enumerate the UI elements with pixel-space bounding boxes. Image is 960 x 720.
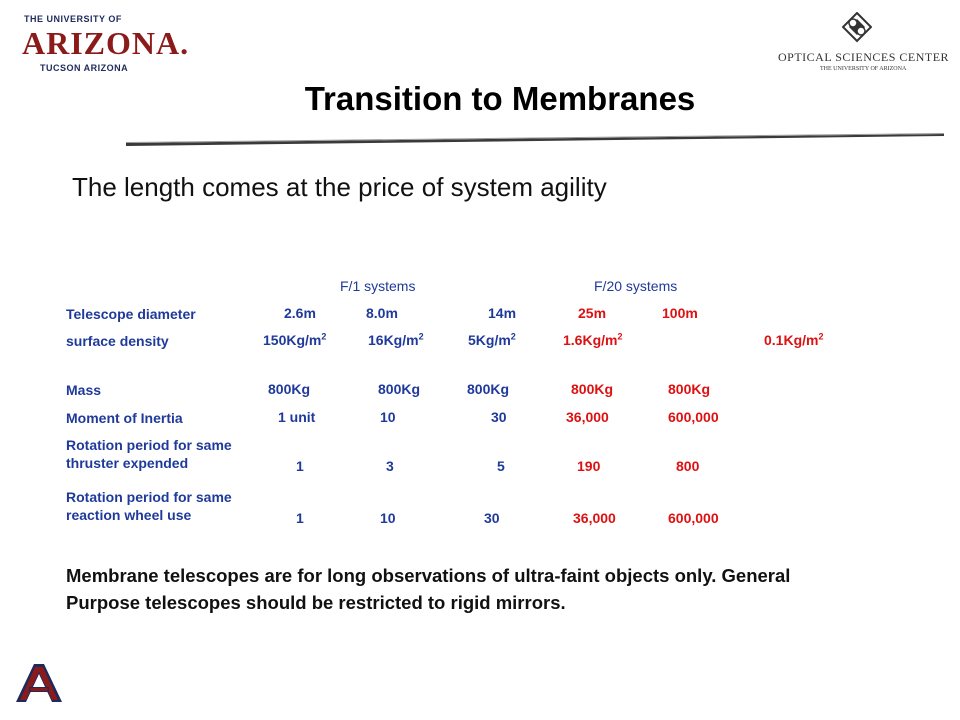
header-f1-systems: F/1 systems [340, 278, 416, 294]
cell-inertia-2: 10 [380, 409, 396, 425]
ua-logo-line3: Tucson Arizona [40, 63, 129, 73]
ua-logo: The University of Arizona. Tucson Arizon… [22, 14, 188, 76]
cell-inertia-5: 600,000 [668, 409, 719, 425]
cell-density-4: 1.6Kg/m2 [563, 331, 623, 348]
row-label-moment-of-inertia: Moment of Inertia [66, 410, 183, 426]
cell-density-1: 150Kg/m2 [263, 331, 327, 348]
cell-wheel-4: 36,000 [573, 510, 616, 526]
optical-sciences-emblem-icon [842, 12, 872, 43]
cell-inertia-4: 36,000 [566, 409, 609, 425]
cell-diameter-4: 25m [578, 305, 607, 321]
cell-wheel-2: 10 [380, 510, 396, 526]
row-label-rotation-thruster: Rotation period for same thruster expend… [66, 437, 232, 471]
arizona-a-logo-icon [16, 664, 62, 702]
row-label-surface-density: surface density [66, 333, 169, 349]
cell-inertia-3: 30 [491, 409, 507, 425]
cell-thruster-2: 3 [386, 458, 394, 474]
cell-inertia-1: 1 unit [278, 409, 316, 425]
cell-diameter-5: 100m [662, 305, 698, 321]
cell-thruster-4: 190 [577, 458, 601, 474]
cell-thruster-5: 800 [676, 458, 700, 474]
cell-mass-5: 800Kg [668, 381, 711, 397]
cell-mass-3: 800Kg [467, 381, 510, 397]
cell-diameter-3: 14m [488, 305, 517, 321]
title-divider [126, 133, 944, 146]
cell-thruster-3: 5 [497, 458, 505, 474]
conclusion-text: Membrane telescopes are for long observa… [66, 565, 791, 613]
row-label-rotation-wheel: Rotation period for same reaction wheel … [66, 489, 232, 523]
slide-title: Transition to Membranes [304, 80, 696, 117]
cell-wheel-3: 30 [484, 510, 500, 526]
cell-mass-4: 800Kg [571, 381, 614, 397]
cell-density-5: 0.1Kg/m2 [764, 331, 824, 348]
row-label-telescope-diameter: Telescope diameter [66, 306, 196, 322]
cell-density-2: 16Kg/m2 [368, 331, 424, 348]
row-label-mass: Mass [66, 382, 102, 398]
cell-wheel-1: 1 [296, 510, 304, 526]
osc-logo-sub: The University of Arizona [820, 66, 907, 72]
cell-diameter-2: 8.0m [366, 305, 398, 321]
cell-density-3: 5Kg/m2 [468, 331, 516, 348]
slide-subtitle: The length comes at the price of system … [72, 172, 607, 202]
osc-logo: Optical Sciences Center The University o… [776, 12, 949, 78]
header-f20-systems: F/20 systems [594, 278, 678, 294]
ua-logo-line2: Arizona. [22, 25, 190, 61]
cell-wheel-5: 600,000 [668, 510, 719, 526]
cell-thruster-1: 1 [296, 458, 304, 474]
ua-logo-line1: The University of [24, 14, 122, 24]
cell-mass-1: 800Kg [268, 381, 311, 397]
cell-diameter-1: 2.6m [284, 305, 316, 321]
osc-logo-name: Optical Sciences Center [778, 50, 950, 64]
cell-mass-2: 800Kg [378, 381, 421, 397]
